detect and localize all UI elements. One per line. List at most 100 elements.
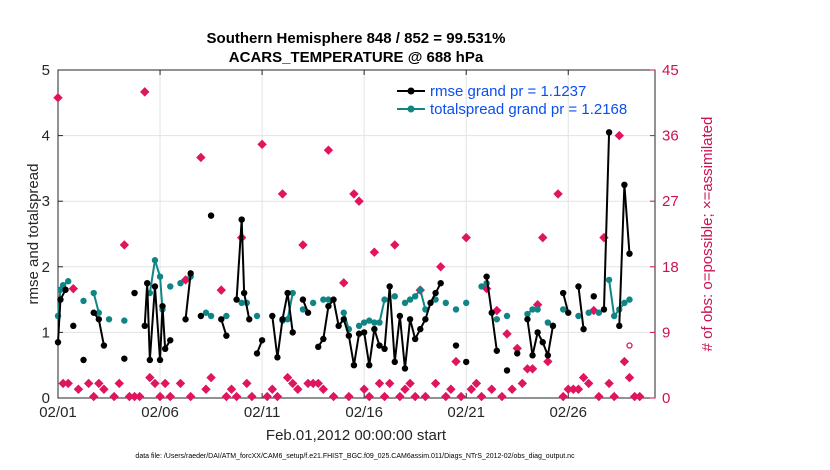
totalspread-point xyxy=(391,293,398,300)
rmse-segment xyxy=(531,332,539,356)
legend-rmse-marker xyxy=(407,87,415,95)
totalspread-point xyxy=(177,280,184,287)
totalspread-point xyxy=(610,312,618,320)
obs-assimilated-point xyxy=(272,391,283,402)
x-tick-label: 02/21 xyxy=(447,404,485,421)
rmse-point xyxy=(57,296,64,303)
obs-assimilated-point xyxy=(364,391,374,402)
totalspread-point xyxy=(376,319,383,326)
rmse-point xyxy=(366,362,373,369)
totalspread-point xyxy=(411,293,419,300)
obs-assimilated-point xyxy=(328,391,339,402)
obs-assimilated-point xyxy=(114,378,124,389)
obs-assimilated-point xyxy=(543,356,553,367)
obs-assimilated-point xyxy=(231,391,242,402)
totalspread-point xyxy=(442,299,449,307)
rmse-segment xyxy=(393,315,401,363)
rmse-point xyxy=(274,354,281,361)
totalspread-point xyxy=(207,312,215,320)
totalspread-point xyxy=(529,306,536,313)
rmse-segment xyxy=(153,286,162,361)
rmse-point xyxy=(417,325,424,333)
obs-assimilated-point xyxy=(262,391,272,402)
y2-tick-label: 45 xyxy=(662,62,679,79)
obs-assimilated-point xyxy=(553,189,563,199)
obs-assimilated-point xyxy=(150,378,160,389)
obs-assimilated-point xyxy=(573,384,584,394)
obs-assimilated-point xyxy=(221,391,232,402)
obs-assimilated-point xyxy=(323,145,334,155)
obs-assimilated-point xyxy=(89,391,99,402)
obs-assimilated-point xyxy=(354,196,364,206)
rmse-point xyxy=(488,309,495,316)
y-tick-label: 5 xyxy=(42,62,50,79)
rmse-point xyxy=(187,270,194,277)
rmse-point xyxy=(544,352,552,359)
rmse-point xyxy=(325,302,332,310)
obs-assimilated-point xyxy=(451,356,461,367)
obs-assimilated-point xyxy=(390,240,400,250)
rmse-point xyxy=(141,322,148,330)
rmse-point xyxy=(223,332,230,339)
rmse-point xyxy=(621,181,628,188)
rmse-point xyxy=(62,286,69,293)
y-axis: 0 1 2 3 4 5 xyxy=(42,62,63,407)
rmse-point xyxy=(580,325,587,333)
totalspread-point xyxy=(289,289,296,297)
y2-tick-label: 27 xyxy=(662,193,679,210)
totalspread-point xyxy=(452,306,460,313)
rmse-point xyxy=(514,350,521,357)
obs-assimilated-point xyxy=(614,130,624,141)
totalspread-point xyxy=(167,283,174,290)
rmse-point xyxy=(371,325,378,333)
plot-frame xyxy=(57,69,656,399)
obs-possible-point xyxy=(626,342,633,349)
obs-assimilated-point xyxy=(446,384,456,394)
obs-assimilated-point xyxy=(206,372,216,383)
rmse-point xyxy=(95,316,103,323)
chart-title: Southern Hemisphere 848 / 852 = 99.531% xyxy=(207,30,506,47)
obs-assimilated-point xyxy=(634,391,645,402)
rmse-point xyxy=(182,316,189,323)
obs-assimilated-point xyxy=(624,372,635,383)
totalspread-point xyxy=(417,286,424,293)
rmse-point xyxy=(529,352,536,359)
totalspread-segment xyxy=(378,299,386,323)
obs-assimilated-point xyxy=(313,378,323,389)
totalspread-point xyxy=(575,312,582,320)
obs-assimilated-point xyxy=(435,262,446,272)
obs-assimilated-point xyxy=(134,391,145,402)
obs-assimilated-point xyxy=(99,384,109,394)
obs-assimilated-point xyxy=(94,378,104,389)
totalspread-point xyxy=(366,317,373,324)
rmse-point xyxy=(304,309,312,316)
rmse-point xyxy=(167,337,174,344)
obs-assimilated-point xyxy=(349,189,359,199)
rmse-point xyxy=(80,356,87,364)
obs-assimilated-point xyxy=(369,247,380,257)
rmse-point xyxy=(253,350,261,357)
rmse-segment xyxy=(618,184,626,326)
totalspread-point xyxy=(284,316,291,323)
rmse-segment xyxy=(398,315,406,369)
y-tick-label: 0 xyxy=(42,390,50,407)
rmse-segment xyxy=(322,306,330,340)
rmse-segment xyxy=(383,286,391,349)
totalspread-point xyxy=(559,306,567,313)
rmse-point xyxy=(437,280,444,287)
rmse-point xyxy=(233,296,240,303)
rmse-segment xyxy=(97,319,105,346)
rmse-segment xyxy=(546,325,554,356)
rmse-point xyxy=(605,129,613,136)
totalspread-segment xyxy=(92,292,100,313)
rmse-point xyxy=(330,296,337,303)
rmse-point xyxy=(90,309,97,316)
rmse-point xyxy=(143,280,151,287)
obs-assimilated-point xyxy=(400,384,410,394)
totalspread-point xyxy=(585,309,592,316)
rmse-point xyxy=(360,329,368,336)
rmse-segment xyxy=(363,332,371,366)
obs-assimilated-point xyxy=(609,391,619,402)
rmse-point xyxy=(159,302,166,310)
rmse-segment xyxy=(490,312,498,351)
